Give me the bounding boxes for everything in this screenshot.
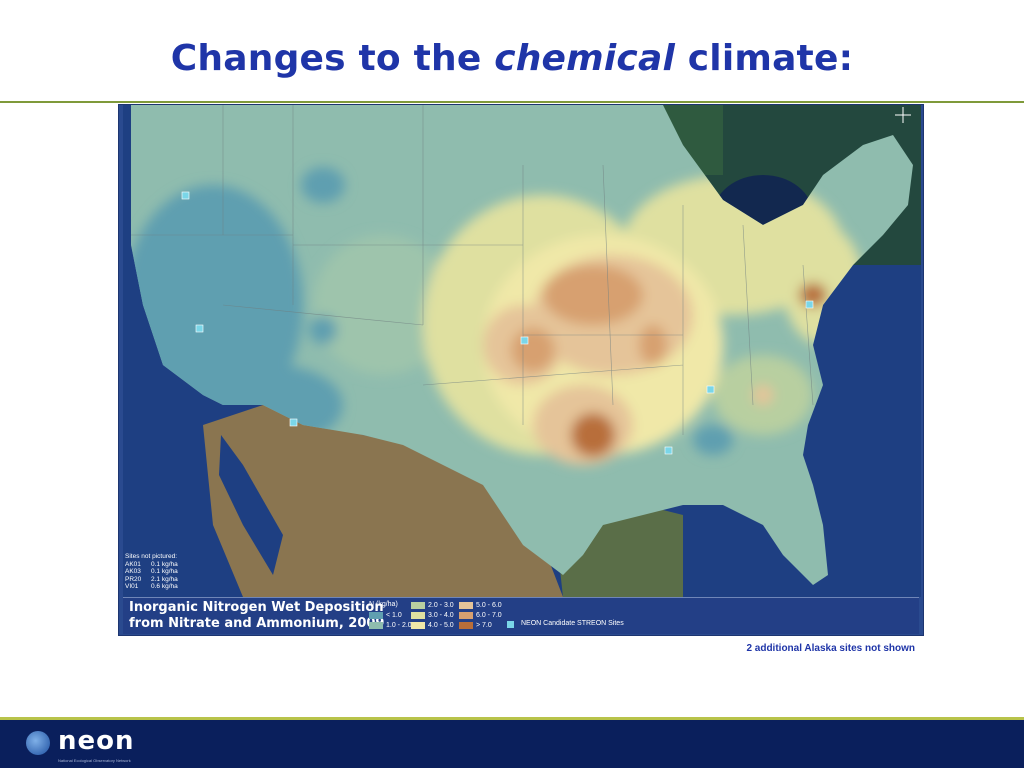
site-legend-label: NEON Candidate STREON Sites	[521, 620, 624, 627]
map-image	[123, 105, 921, 597]
legend-swatch	[459, 612, 473, 619]
legend-label: < 1.0	[386, 612, 402, 619]
legend-swatch	[459, 622, 473, 629]
legend-label: 3.0 - 4.0	[428, 612, 454, 619]
neon-globe-icon	[26, 731, 50, 755]
legend-swatch	[369, 622, 383, 629]
title-text-italic: chemical	[494, 38, 675, 79]
footer-bar: neon National Ecological Observatory Net…	[0, 720, 1024, 768]
site-value: 0.1 kg/ha	[151, 560, 178, 568]
legend-swatch	[459, 602, 473, 609]
legend-label: > 7.0	[476, 622, 492, 629]
site-value: 0.6 kg/ha	[151, 583, 178, 590]
site-code: VI01	[125, 583, 139, 590]
legend-label: 2.0 - 3.0	[428, 602, 454, 609]
neon-site	[289, 418, 298, 427]
legend-swatch	[369, 612, 383, 619]
mexico-land	[203, 405, 563, 597]
site-code: PR20	[125, 575, 142, 583]
compass-icon	[895, 107, 911, 123]
legend-swatch	[411, 612, 425, 619]
neon-logo-subtitle: National Ecological Observatory Network	[58, 758, 131, 763]
slide-title: Changes to the chemical climate:	[0, 38, 1024, 79]
site-code: AK03	[125, 568, 141, 575]
not-pictured-row: PR20 2.1 kg/ha	[125, 576, 178, 584]
site-code: AK01	[125, 560, 141, 568]
not-pictured-row: AK03 0.1 kg/ha	[125, 568, 178, 576]
legend-title: Inorganic Nitrogen Wet Deposition from N…	[129, 600, 385, 631]
title-text-1: Changes to the	[170, 38, 495, 79]
site-legend-swatch	[507, 621, 514, 628]
not-pictured-title: Sites not pictured:	[125, 553, 178, 560]
map-legend: Inorganic Nitrogen Wet Deposition from N…	[123, 597, 919, 634]
neon-site	[520, 336, 529, 345]
title-divider	[0, 101, 1024, 103]
neon-site	[805, 300, 814, 309]
legend-label: 6.0 - 7.0	[476, 612, 502, 619]
legend-label: 5.0 - 6.0	[476, 602, 502, 609]
site-value: 2.1 kg/ha	[151, 575, 178, 583]
neon-sites	[181, 191, 814, 455]
site-value: 0.1 kg/ha	[151, 568, 178, 575]
neon-site	[706, 385, 715, 394]
deposition-map: Sites not pictured: AK01 0.1 kg/ha AK03 0.…	[118, 104, 924, 636]
legend-swatch	[411, 622, 425, 629]
legend-label: 1.0 - 2.0	[386, 622, 412, 629]
alaska-note: 2 additional Alaska sites not shown	[746, 643, 915, 654]
footer-divider	[0, 717, 1024, 720]
not-pictured-row: AK01 0.1 kg/ha	[125, 561, 178, 569]
neon-site	[181, 191, 190, 200]
neon-logo: neon	[58, 726, 135, 756]
gulf-of-california	[219, 435, 283, 575]
legend-swatch	[411, 602, 425, 609]
neon-site	[195, 324, 204, 333]
sites-not-pictured: Sites not pictured: AK01 0.1 kg/ha AK03 0.…	[125, 553, 178, 591]
neon-site	[664, 446, 673, 455]
legend-unit: N (kg/ha)	[369, 601, 398, 608]
title-text-2: climate:	[675, 38, 854, 79]
legend-label: 4.0 - 5.0	[428, 622, 454, 629]
not-pictured-row: VI01 0.6 kg/ha	[125, 583, 178, 591]
